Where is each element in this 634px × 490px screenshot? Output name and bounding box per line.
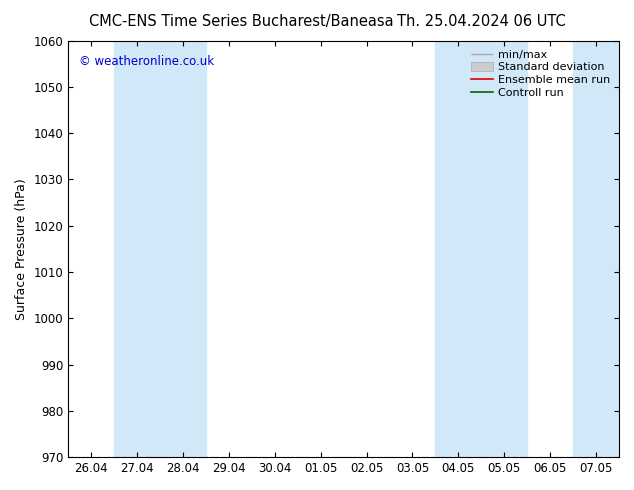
Bar — [436, 41, 527, 457]
Bar — [114, 41, 206, 457]
Text: CMC-ENS Time Series Bucharest/Baneasa: CMC-ENS Time Series Bucharest/Baneasa — [89, 14, 393, 29]
Text: © weatheronline.co.uk: © weatheronline.co.uk — [79, 55, 214, 68]
Y-axis label: Surface Pressure (hPa): Surface Pressure (hPa) — [15, 178, 28, 320]
Text: Th. 25.04.2024 06 UTC: Th. 25.04.2024 06 UTC — [398, 14, 566, 29]
Bar — [573, 41, 619, 457]
Legend: min/max, Standard deviation, Ensemble mean run, Controll run: min/max, Standard deviation, Ensemble me… — [468, 46, 614, 101]
